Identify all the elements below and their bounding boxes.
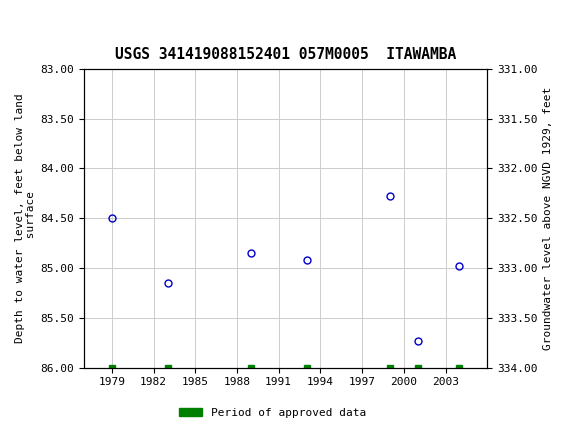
Y-axis label: Groundwater level above NGVD 1929, feet: Groundwater level above NGVD 1929, feet [543,86,553,350]
Text: ≡USGS: ≡USGS [3,14,57,31]
Y-axis label: Depth to water level, feet below land
 surface: Depth to water level, feet below land su… [15,93,37,343]
Title: USGS 341419088152401 057M0005  ITAWAMBA: USGS 341419088152401 057M0005 ITAWAMBA [115,47,456,62]
Legend: Period of approved data: Period of approved data [175,403,370,422]
